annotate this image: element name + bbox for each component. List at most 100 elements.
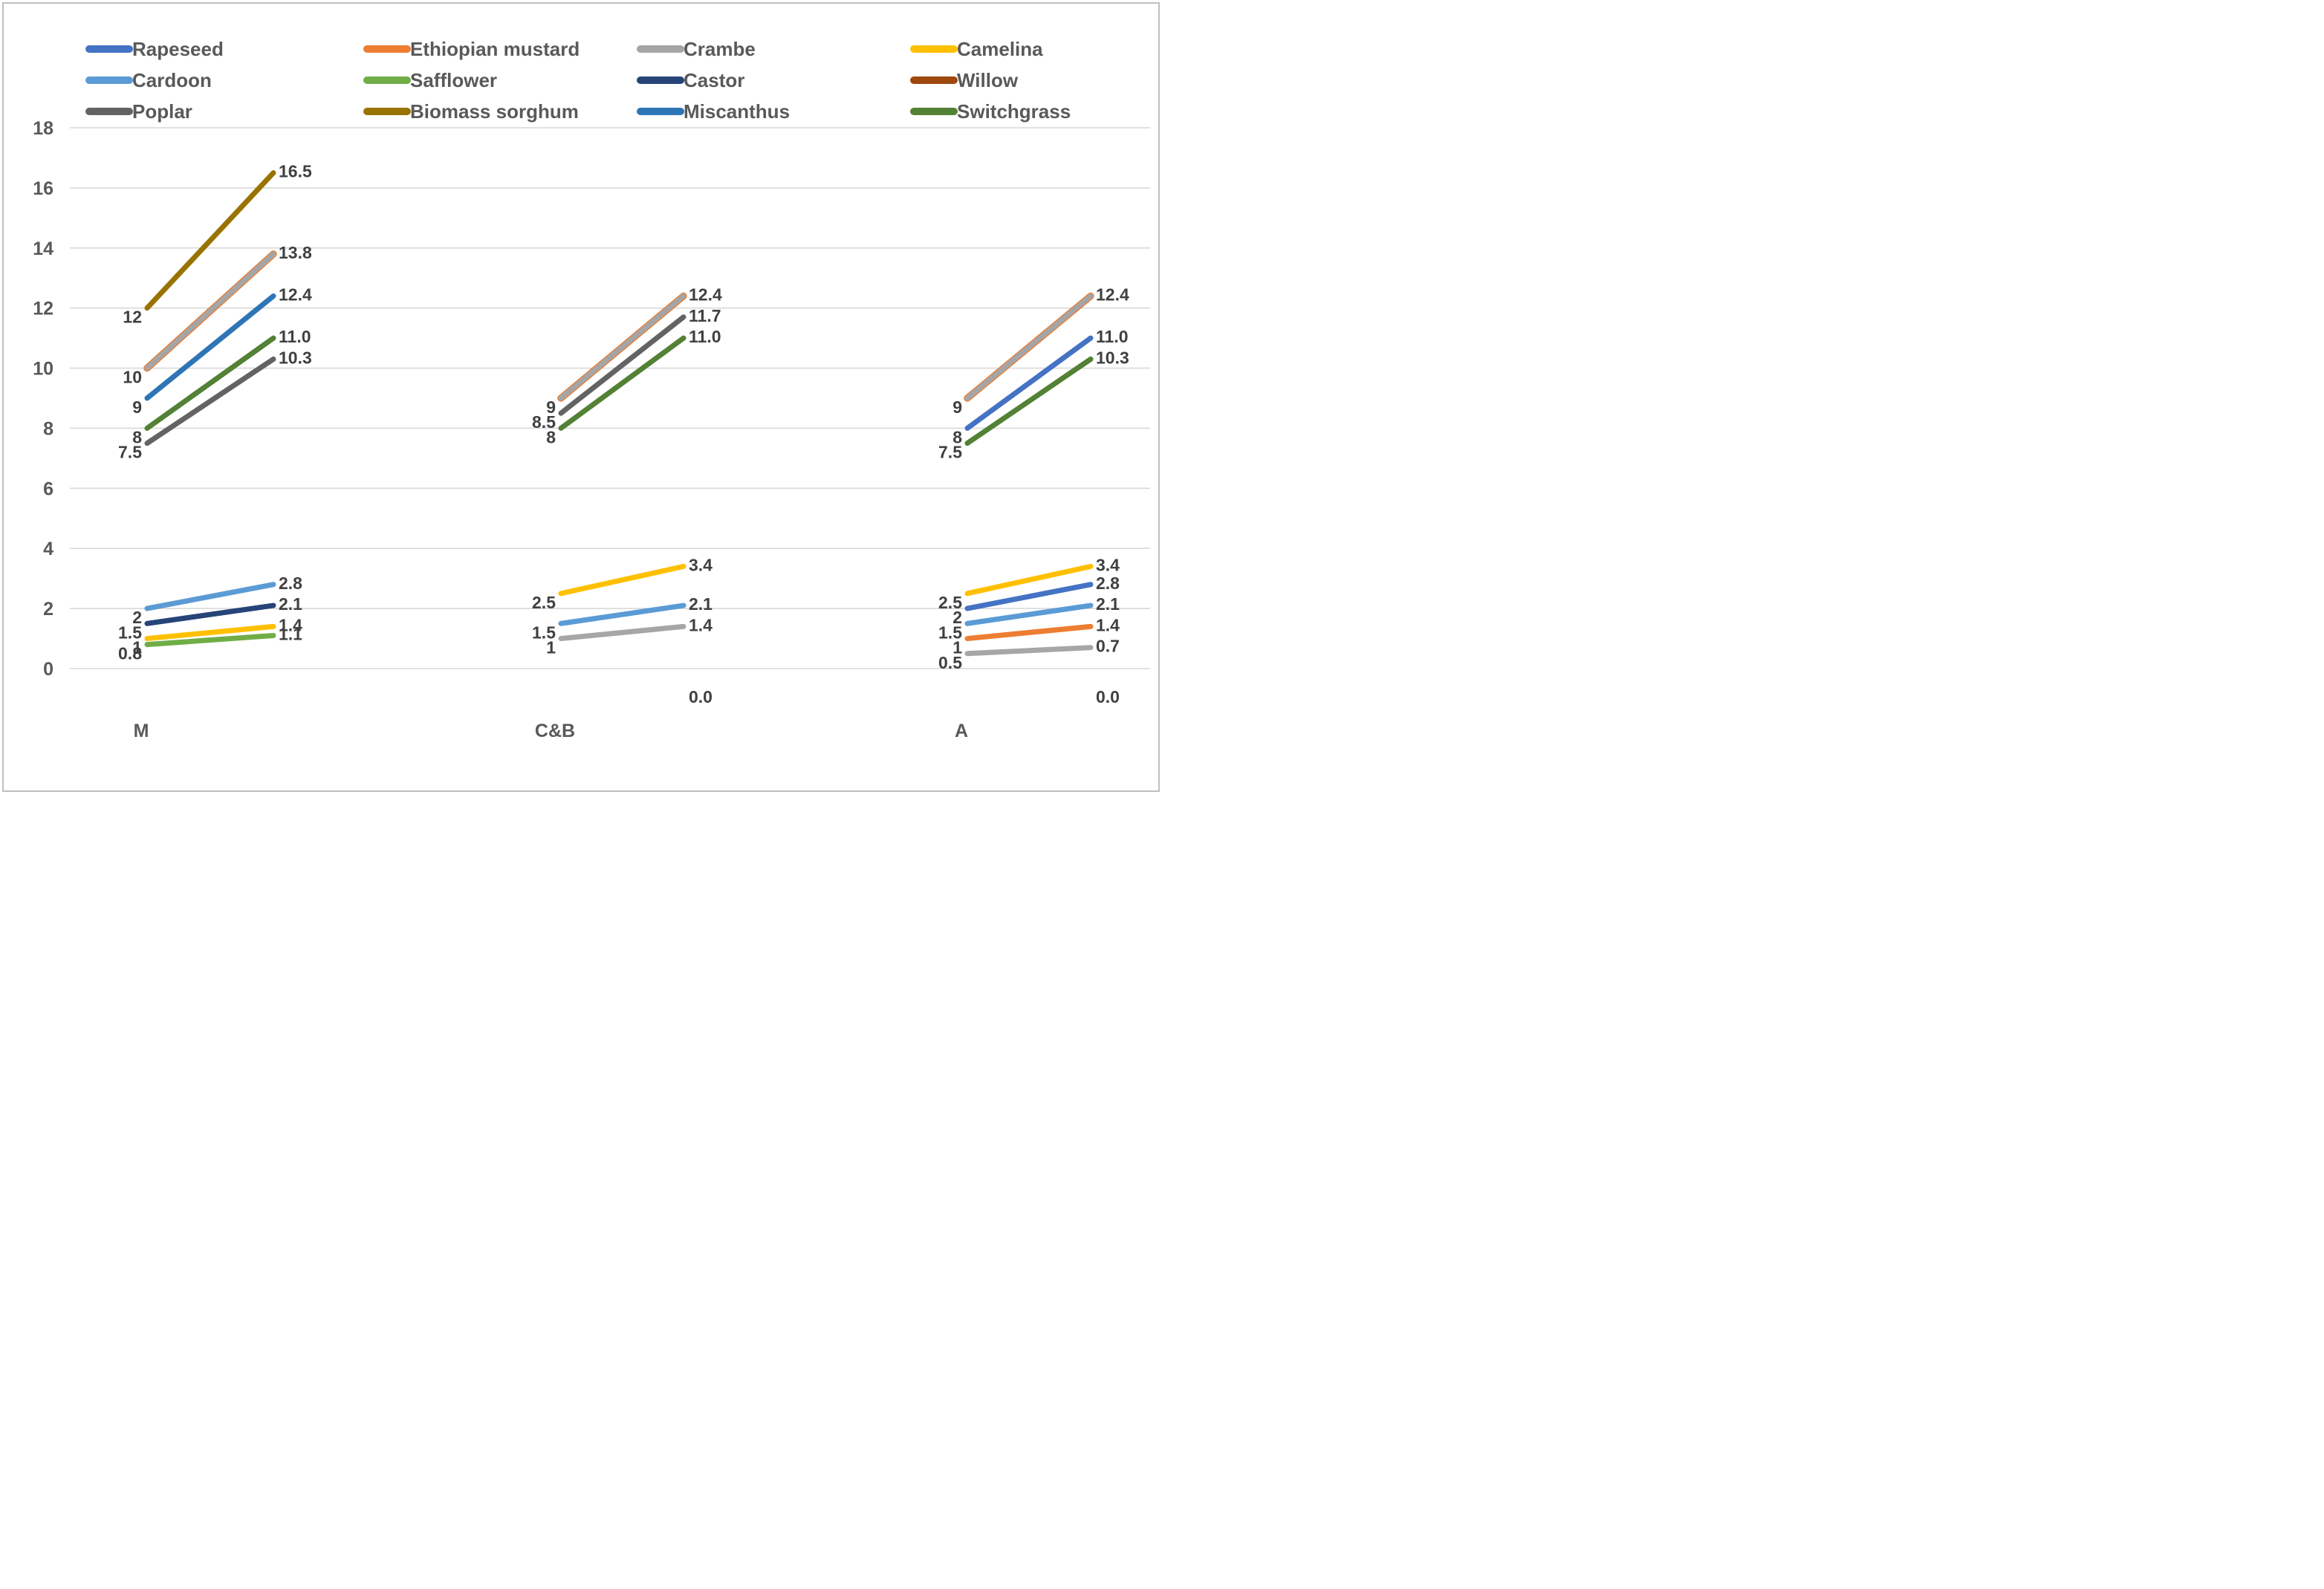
value-label-left: 8 [132, 427, 142, 446]
legend-label: Cardoon [132, 69, 212, 91]
value-label-right: 2.8 [279, 573, 302, 593]
legend-item[interactable]: Poplar [85, 100, 192, 123]
legend-item[interactable]: Rapeseed [85, 38, 224, 60]
slope-line-camelina[interactable] [144, 623, 276, 642]
slope-line-crambe[interactable] [144, 251, 276, 371]
value-label-left: 12 [123, 308, 142, 327]
legend-item[interactable]: Camelina [910, 38, 1043, 60]
legend-label: Miscanthus [684, 100, 790, 123]
slope-line-castor[interactable] [144, 602, 276, 626]
value-label-left: 1.5 [532, 623, 556, 642]
value-label-right: 10.3 [1096, 348, 1129, 367]
value-label-left: 10 [123, 368, 142, 387]
slope-line-rapeseed[interactable] [964, 335, 1094, 431]
y-axis-tick-label: 0 [43, 659, 53, 680]
value-label-right: 10.3 [279, 348, 312, 367]
y-axis-tick-label: 2 [43, 599, 53, 620]
value-label-left: 7.5 [118, 443, 142, 462]
legend-label: Switchgrass [957, 100, 1071, 123]
legend-label: Camelina [957, 38, 1043, 60]
value-label-right: 12.4 [689, 285, 722, 304]
legend-label: Castor [684, 69, 744, 91]
value-label-right: 16.5 [279, 162, 312, 181]
slope-line-camelina[interactable] [558, 563, 687, 597]
slope-line-poplar[interactable] [558, 314, 687, 416]
value-label-right: 3.4 [689, 555, 713, 574]
value-label-right: 12.4 [1096, 285, 1129, 304]
legend-label: Biomass sorghum [410, 100, 579, 123]
value-label-left: 9 [132, 397, 142, 417]
x-axis-category-label: C&B [535, 721, 575, 741]
x-axis-category-label: M [134, 721, 149, 741]
legend-label: Safflower [410, 69, 497, 91]
slope-line-cardoon[interactable] [558, 602, 687, 626]
legend-item[interactable]: Cardoon [85, 69, 212, 91]
value-label-right: 13.8 [279, 243, 312, 262]
value-label-zero: 0.0 [689, 687, 713, 706]
value-label-left: 1 [546, 638, 556, 657]
slope-line-crambe[interactable] [558, 293, 687, 401]
slope-line-crambe[interactable] [558, 623, 687, 642]
legend-item[interactable]: Ethiopian mustard [363, 38, 580, 60]
slope-line-cardoon[interactable] [964, 602, 1094, 626]
slope-line-switchgrass[interactable] [144, 335, 276, 431]
legend-item[interactable]: Miscanthus [637, 100, 790, 123]
value-label-right: 1.4 [279, 615, 302, 634]
value-label-left: 2.5 [532, 593, 556, 612]
value-label-right: 11.0 [1096, 327, 1129, 346]
y-axis-tick-label: 6 [43, 478, 53, 499]
y-axis-tick-label: 14 [33, 238, 53, 259]
y-axis-tick-label: 18 [33, 118, 53, 139]
value-label-right: 1.4 [689, 615, 713, 634]
value-label-left: 9 [952, 397, 962, 417]
legend-item[interactable]: Castor [637, 69, 744, 91]
value-label-left: 9 [546, 397, 556, 417]
value-label-left: 2 [952, 608, 962, 627]
value-label-right: 12.4 [279, 285, 312, 304]
legend-item[interactable]: Biomass sorghum [363, 100, 579, 123]
x-axis-category-label: A [955, 721, 968, 741]
value-label-right: 2.1 [279, 594, 302, 614]
legend-item[interactable]: Switchgrass [910, 100, 1071, 123]
value-label-right: 1.1 [279, 625, 302, 644]
slope-line-biomass-sorghum[interactable] [144, 170, 276, 311]
legend-label: Poplar [132, 100, 192, 123]
slope-line-cardoon[interactable] [144, 582, 276, 611]
slope-line-ethiopian-mustard[interactable] [964, 623, 1094, 642]
slope-line-camelina[interactable] [964, 563, 1094, 597]
slope-line-rapeseed[interactable] [964, 582, 1094, 611]
value-label-left: 8 [952, 427, 962, 446]
value-label-right: 11.0 [689, 327, 721, 346]
chart-container: 0 2 4 6 8 10 12 14 16 18 Rapeseed Ethiopian mustard… [0, 0, 1162, 794]
slope-line-poplar[interactable] [144, 356, 276, 446]
value-label-left: 1 [952, 638, 962, 657]
slope-line-crambe[interactable] [964, 293, 1094, 401]
value-label-right: 2.1 [689, 594, 713, 614]
value-label-right: 11.0 [279, 327, 311, 346]
value-label-left: 8.5 [532, 412, 556, 432]
legend-label: Ethiopian mustard [410, 38, 580, 60]
value-label-right: 2.1 [1096, 594, 1120, 614]
y-axis-tick-label: 10 [33, 359, 53, 380]
legend-label: Rapeseed [132, 38, 224, 60]
legend-item[interactable]: Safflower [363, 69, 497, 91]
value-label-left: 1.5 [938, 623, 962, 642]
value-label-left: 0.5 [938, 653, 962, 672]
chart-border [2, 2, 1160, 792]
y-axis-tick-label: 8 [43, 418, 53, 439]
y-axis-tick-label: 4 [43, 539, 53, 559]
value-label-left: 2.5 [938, 593, 962, 612]
value-label-right: 1.4 [1096, 615, 1120, 634]
slope-line-safflower[interactable] [144, 633, 276, 648]
slope-line-miscanthus[interactable] [144, 293, 276, 401]
value-label-zero: 0.0 [1096, 687, 1120, 706]
value-label-left: 1 [132, 638, 142, 657]
slope-line-switchgrass[interactable] [558, 335, 687, 431]
y-axis-tick-label: 16 [33, 178, 53, 199]
legend-item[interactable]: Crambe [637, 38, 756, 60]
legend-item[interactable]: Willow [910, 69, 1019, 91]
slope-line-switchgrass[interactable] [964, 356, 1094, 446]
y-axis-tick-label: 12 [33, 299, 53, 319]
slope-line-crambe[interactable] [964, 645, 1094, 657]
